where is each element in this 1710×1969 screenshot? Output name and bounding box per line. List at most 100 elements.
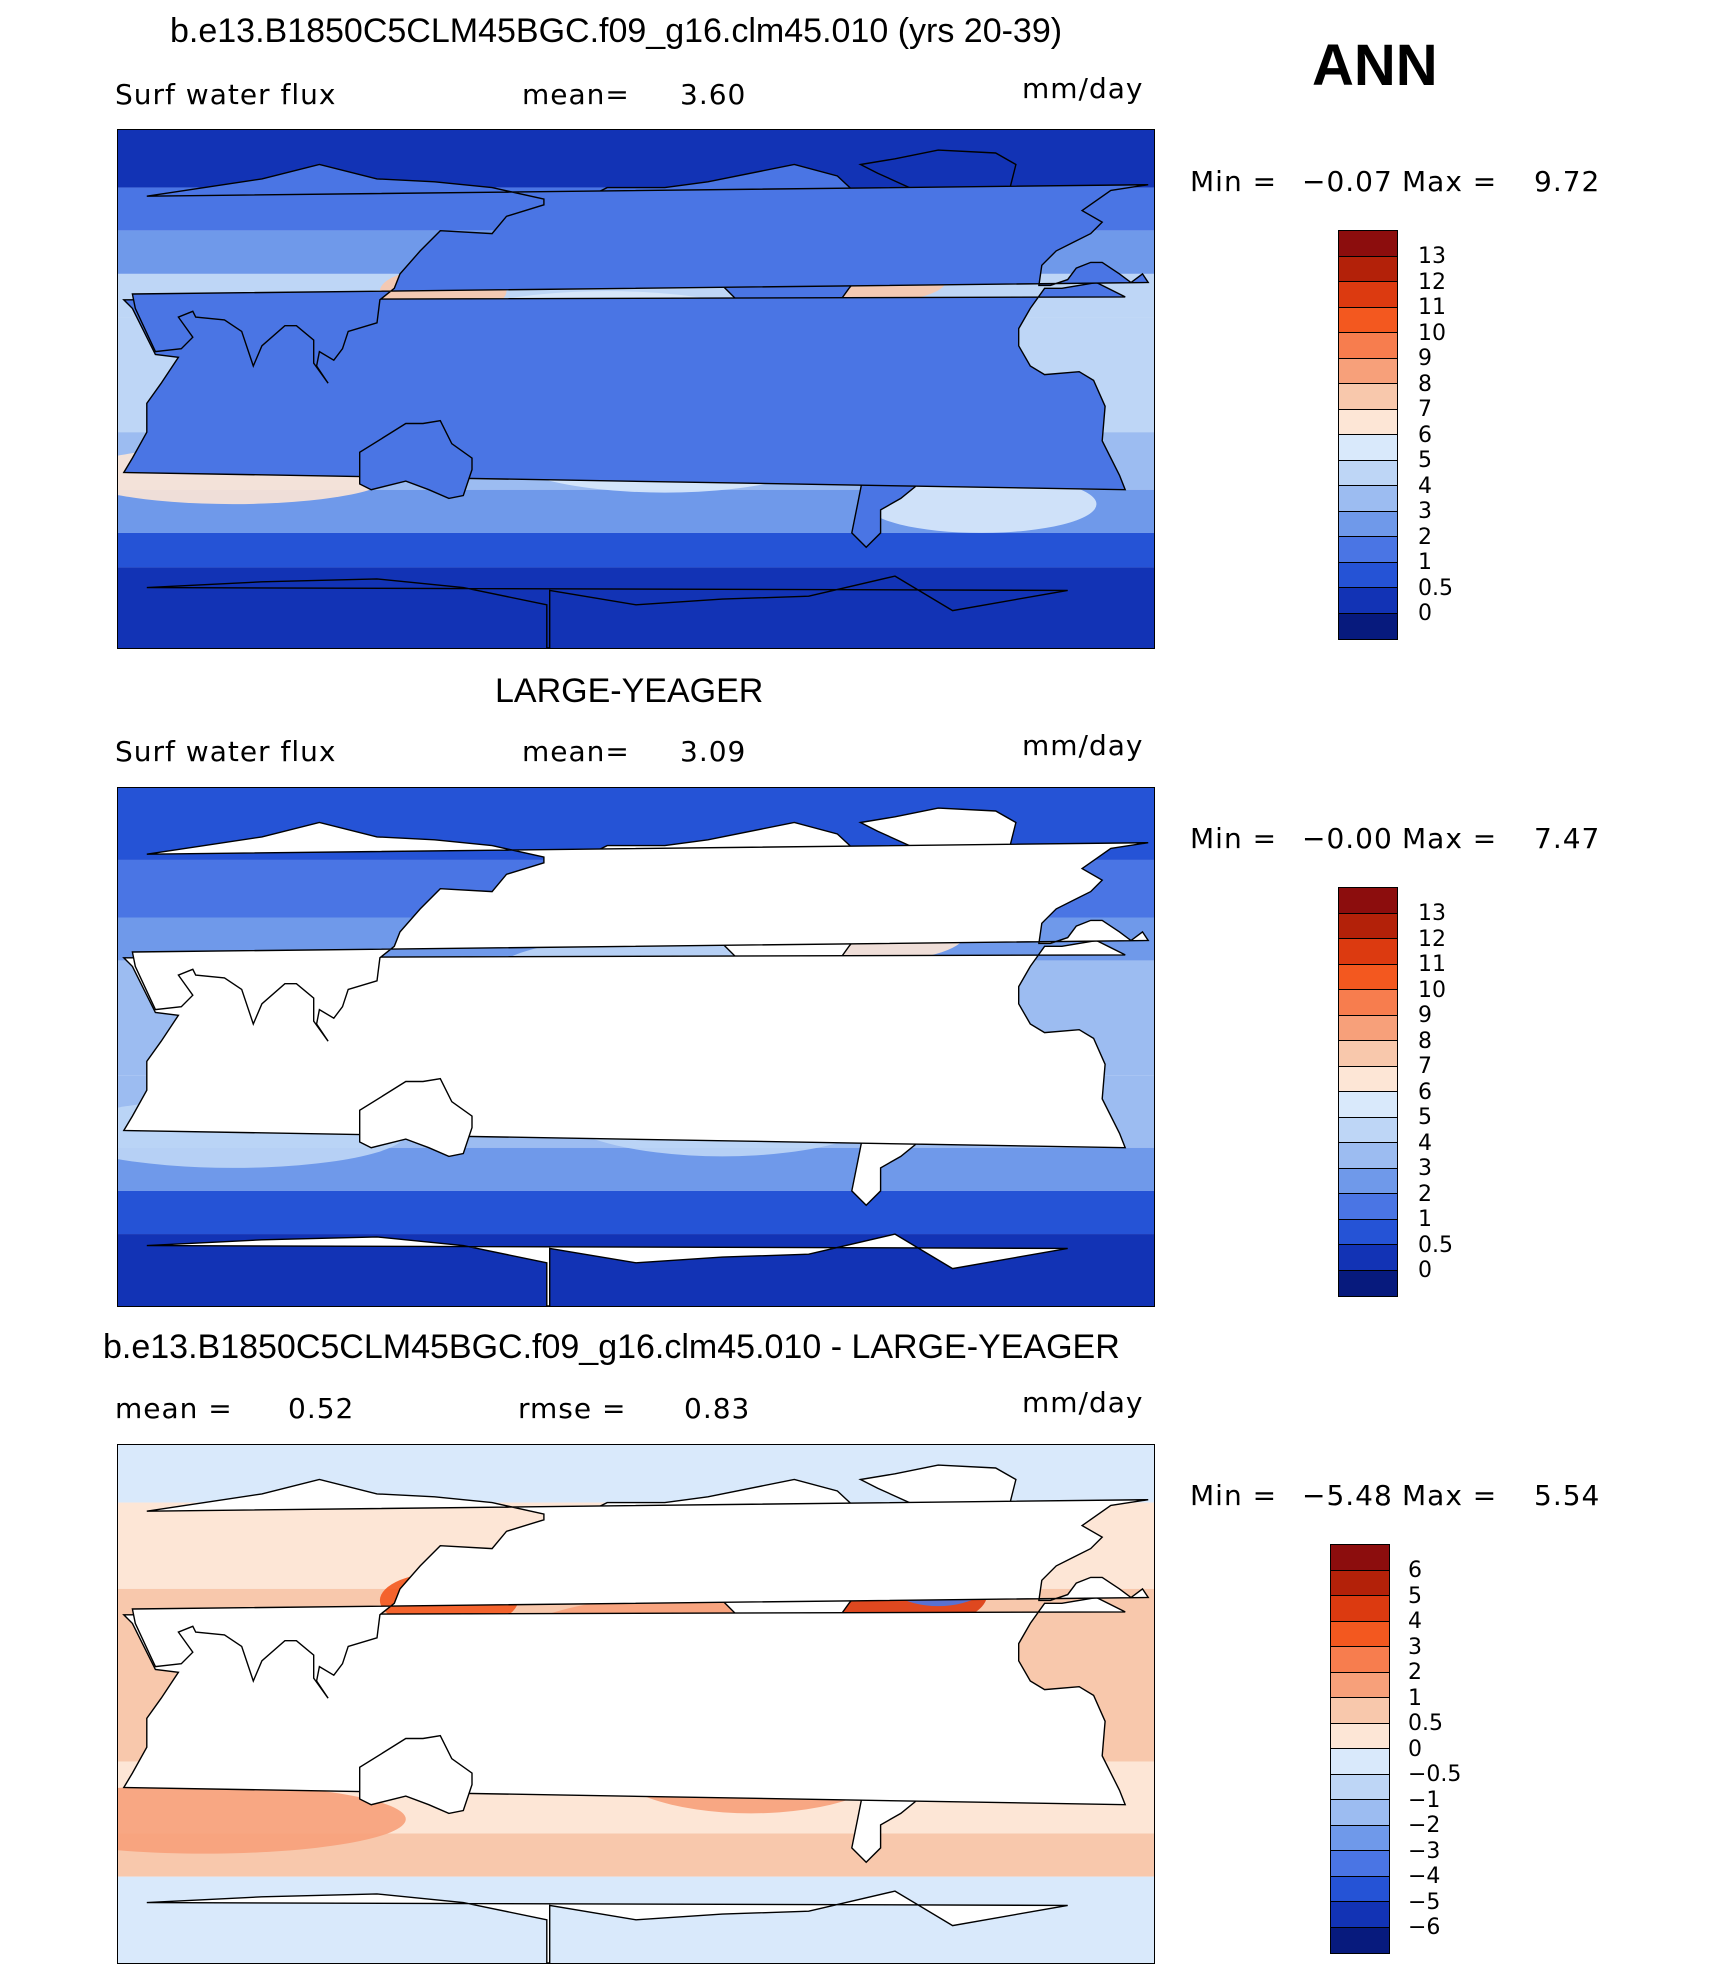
- panel-1-units: mm/day: [1022, 72, 1144, 105]
- panel-1-colorbar-tick-label: 10: [1418, 320, 1446, 346]
- panel-3-colorbar-swatch: [1331, 1876, 1389, 1902]
- panel-1-colorbar-tick-label: 12: [1418, 269, 1446, 295]
- panel-3-max-value: 5.54: [1534, 1479, 1601, 1512]
- panel-3-rmse-label: rmse =: [518, 1392, 627, 1425]
- panel-3-colorbar-swatch: [1331, 1647, 1389, 1673]
- continent-australia: [359, 419, 473, 500]
- panel-2-colorbar: [1338, 887, 1398, 1297]
- panel-2-colorbar-tick-label: 7: [1418, 1054, 1432, 1079]
- panel-3-colorbar-swatch: [1331, 1545, 1389, 1571]
- panel-3-colorbar-tick-label: −6: [1408, 1915, 1441, 1940]
- continent-africa: [122, 939, 1127, 1149]
- panel-1-max-value: 9.72: [1534, 165, 1601, 198]
- continent-australia: [359, 1077, 473, 1158]
- continent-outline: [131, 163, 1150, 384]
- panel-1-colorbar-swatch: [1339, 613, 1397, 639]
- continent-outline: [131, 1478, 1150, 1699]
- panel-1-colorbar-tick-label: 0.5: [1418, 575, 1453, 601]
- panel-1-colorbar-tick-label: 6: [1418, 422, 1432, 448]
- panel-2-colorbar-swatch: [1339, 1015, 1397, 1041]
- panel-2-colorbar-tick-label: 4: [1418, 1130, 1432, 1156]
- panel-3-colorbar-tick-label: 6: [1408, 1558, 1422, 1583]
- panel-3-colorbar-swatch: [1331, 1570, 1389, 1596]
- panel-1-colorbar-swatch: [1339, 562, 1397, 588]
- panel-1-colorbar-tick-label: 2: [1418, 524, 1432, 550]
- panel-1-title: b.e13.B1850C5CLM45BGC.f09_g16.clm45.010 …: [170, 12, 1063, 50]
- panel-2-colorbar-swatch: [1339, 964, 1397, 990]
- panel-2-colorbar-swatch: [1339, 1143, 1397, 1169]
- panel-1-colorbar-swatch: [1339, 537, 1397, 563]
- panel-3-colorbar-tick-label: 0.5: [1408, 1711, 1443, 1736]
- panel-2-colorbar-tick-label: 5: [1418, 1105, 1432, 1130]
- panel-1-colorbar: [1338, 230, 1398, 640]
- panel-1-map: [117, 129, 1155, 649]
- panel-2-colorbar-swatch: [1339, 913, 1397, 939]
- panel-1-colorbar-tick-label: 5: [1418, 448, 1432, 473]
- continent-outline: [131, 821, 1150, 1042]
- panel-3-colorbar: [1330, 1544, 1390, 1954]
- panel-2-mean-label: mean=: [522, 735, 630, 768]
- panel-2-field-label: Surf water flux: [115, 735, 337, 768]
- ocean-band: [118, 532, 1154, 568]
- panel-2-colorbar-tick-label: 6: [1418, 1079, 1432, 1105]
- panel-3-max-label: Max =: [1402, 1479, 1498, 1512]
- panel-3-colorbar-tick-label: 1: [1408, 1685, 1422, 1711]
- panel-3-colorbar-swatch: [1331, 1851, 1389, 1877]
- panel-3-colorbar-tick-label: 4: [1408, 1609, 1422, 1634]
- panel-1-colorbar-swatch: [1339, 435, 1397, 461]
- continent-outline: [146, 575, 1068, 648]
- panel-3-min-label: Min =: [1190, 1479, 1278, 1512]
- panel-1-colorbar-swatch: [1339, 358, 1397, 384]
- continent-antarctica: [146, 1890, 1068, 1963]
- panel-2-map: [117, 787, 1155, 1307]
- ocean-band: [118, 1190, 1154, 1235]
- panel-3-units: mm/day: [1022, 1386, 1144, 1419]
- panel-3-colorbar-tick-label: −3: [1408, 1838, 1441, 1864]
- panel-3-colorbar-tick-label: −5: [1408, 1889, 1441, 1915]
- panel-1-colorbar-swatch: [1339, 409, 1397, 435]
- continent-africa: [122, 1596, 1127, 1806]
- continent-australia: [359, 1734, 473, 1815]
- panel-2-colorbar-tick-label: 9: [1418, 1003, 1432, 1028]
- panel-2-colorbar-swatch: [1339, 1117, 1397, 1143]
- panel-2-colorbar-swatch: [1339, 1041, 1397, 1067]
- panel-2-title: LARGE-YEAGER: [495, 672, 764, 710]
- panel-3-colorbar-swatch: [1331, 1698, 1389, 1724]
- panel-2-colorbar-swatch: [1339, 1245, 1397, 1271]
- panel-3-min-value: −5.48: [1302, 1479, 1393, 1512]
- continent-outline: [146, 1890, 1068, 1963]
- panel-3-colorbar-labels: 6 5 4 3 2 1 0.5 0 −0.5 −1 −2 −3 −4 −5 −6: [1408, 1558, 1461, 1941]
- panel-1-colorbar-swatch: [1339, 460, 1397, 486]
- panel-2-colorbar-tick-label: 1: [1418, 1207, 1432, 1232]
- panel-2-min-value: −0.00: [1302, 822, 1393, 855]
- panel-1-colorbar-swatch: [1339, 333, 1397, 359]
- panel-2-colorbar-swatch: [1339, 1168, 1397, 1194]
- panel-2-colorbar-tick-label: 0: [1418, 1258, 1432, 1283]
- panel-3-mean-value: 0.52: [288, 1392, 355, 1425]
- panel-2-colorbar-tick-label: 8: [1418, 1028, 1432, 1054]
- season-label: ANN: [1312, 33, 1438, 98]
- panel-2-mean-value: 3.09: [680, 735, 747, 768]
- ocean-band: [118, 567, 1154, 648]
- panel-1-colorbar-tick-label: 11: [1418, 295, 1446, 320]
- panel-2-colorbar-labels: 13 12 11 10 9 8 7 6 5 4 3 2 1 0.5 0: [1418, 901, 1453, 1284]
- panel-2-colorbar-swatch: [1339, 939, 1397, 965]
- panel-3-colorbar-swatch: [1331, 1774, 1389, 1800]
- panel-2-colorbar-tick-label: 12: [1418, 926, 1446, 952]
- panel-3-colorbar-tick-label: 0: [1408, 1736, 1422, 1762]
- panel-3-mean-label: mean =: [115, 1392, 233, 1425]
- panel-2-colorbar-swatch: [1339, 1066, 1397, 1092]
- map-canvas: [118, 1445, 1154, 1963]
- panel-3-colorbar-tick-label: 5: [1408, 1583, 1422, 1609]
- panel-2-max-value: 7.47: [1534, 822, 1601, 855]
- map-canvas: [118, 788, 1154, 1306]
- panel-1-colorbar-swatch: [1339, 486, 1397, 512]
- panel-2-colorbar-swatch: [1339, 888, 1397, 914]
- flux-feature: [866, 475, 1097, 533]
- panel-3-colorbar-swatch: [1331, 1800, 1389, 1826]
- flux-feature: [118, 1784, 406, 1854]
- panel-1-colorbar-swatch: [1339, 384, 1397, 410]
- panel-2-colorbar-tick-label: 3: [1418, 1156, 1432, 1181]
- panel-3-colorbar-swatch: [1331, 1749, 1389, 1775]
- panel-3-colorbar-swatch: [1331, 1902, 1389, 1928]
